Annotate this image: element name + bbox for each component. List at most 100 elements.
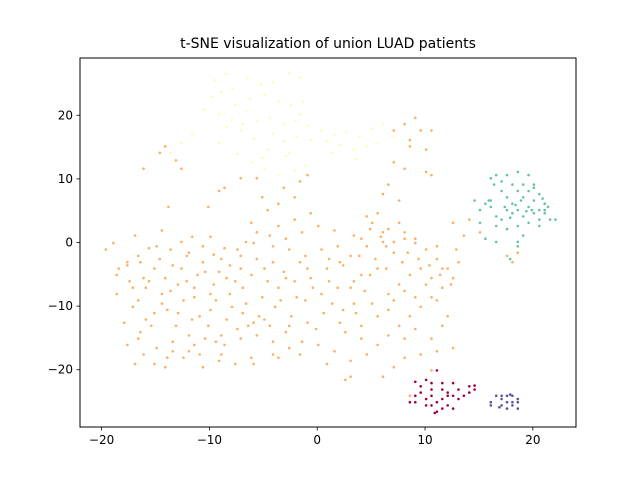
data-point (234, 103, 237, 107)
data-point (397, 324, 401, 328)
data-point (538, 192, 541, 196)
data-point (147, 246, 151, 250)
data-point (387, 183, 390, 186)
data-point (527, 189, 530, 193)
data-point (167, 205, 170, 209)
data-point (136, 254, 140, 258)
data-point (122, 321, 126, 325)
data-point (214, 299, 218, 302)
data-point (532, 183, 536, 186)
data-point (484, 202, 487, 205)
data-point (298, 180, 302, 183)
data-point (468, 218, 471, 221)
data-point (532, 199, 536, 202)
data-point (126, 343, 129, 347)
data-point (433, 411, 437, 415)
data-point (190, 132, 194, 135)
data-point (239, 129, 242, 132)
data-point (376, 267, 379, 270)
data-point (505, 196, 509, 199)
data-point (301, 100, 305, 104)
data-point (419, 385, 423, 388)
data-point (352, 280, 356, 283)
data-point (304, 164, 307, 167)
data-point (171, 340, 174, 344)
data-point (136, 299, 140, 302)
data-point (250, 273, 253, 277)
data-point (239, 176, 242, 180)
data-point (309, 276, 313, 280)
data-point (126, 264, 129, 267)
data-point (462, 234, 466, 237)
data-point (230, 118, 234, 121)
data-point (532, 211, 536, 215)
data-point (370, 302, 374, 305)
data-point (338, 321, 342, 325)
data-point (198, 315, 201, 318)
data-point (338, 260, 342, 264)
data-point (298, 260, 302, 264)
data-point (320, 292, 323, 296)
data-point (320, 129, 323, 132)
data-point (273, 305, 277, 309)
data-point (376, 315, 379, 318)
data-point (300, 340, 304, 344)
data-point (500, 394, 503, 398)
data-point (282, 270, 286, 274)
data-point (300, 231, 304, 234)
data-point (317, 224, 320, 228)
data-point (358, 135, 361, 139)
data-point (158, 257, 162, 261)
data-point (435, 400, 439, 404)
data-point (505, 400, 509, 404)
data-point (430, 369, 433, 372)
data-point (174, 159, 178, 162)
data-point (266, 208, 269, 212)
data-point (408, 400, 412, 404)
data-point (473, 388, 476, 391)
data-point (424, 148, 428, 151)
data-point (266, 148, 269, 151)
data-point (379, 235, 383, 239)
data-point (446, 391, 450, 394)
data-point (527, 221, 530, 225)
data-point (304, 299, 307, 302)
data-point (511, 202, 514, 205)
data-point (203, 270, 207, 274)
data-point (224, 72, 227, 76)
data-point (293, 119, 296, 123)
data-point (387, 292, 390, 296)
data-point (327, 280, 331, 283)
data-point (392, 135, 396, 139)
data-point (381, 192, 385, 196)
data-point (293, 218, 296, 221)
data-point (446, 394, 450, 398)
data-point (489, 404, 493, 407)
data-point (163, 276, 167, 280)
data-point (419, 391, 423, 394)
data-point (511, 183, 514, 186)
data-point (414, 237, 417, 240)
data-point (142, 276, 145, 280)
data-point (295, 135, 299, 139)
data-point (543, 211, 546, 215)
data-point (223, 343, 226, 347)
data-point (180, 142, 183, 145)
data-point (277, 202, 280, 205)
data-point (478, 231, 482, 234)
data-point (511, 400, 514, 404)
data-point (250, 161, 253, 164)
data-point (392, 299, 396, 302)
data-point (169, 289, 172, 293)
data-point (354, 157, 358, 161)
data-point (115, 292, 118, 296)
data-point (196, 273, 199, 277)
data-point (279, 299, 282, 302)
data-point (462, 394, 466, 398)
data-point (322, 311, 326, 315)
data-point (516, 224, 520, 228)
data-point (494, 394, 498, 398)
data-point (516, 245, 520, 248)
data-point (259, 83, 263, 86)
data-point (325, 140, 329, 143)
